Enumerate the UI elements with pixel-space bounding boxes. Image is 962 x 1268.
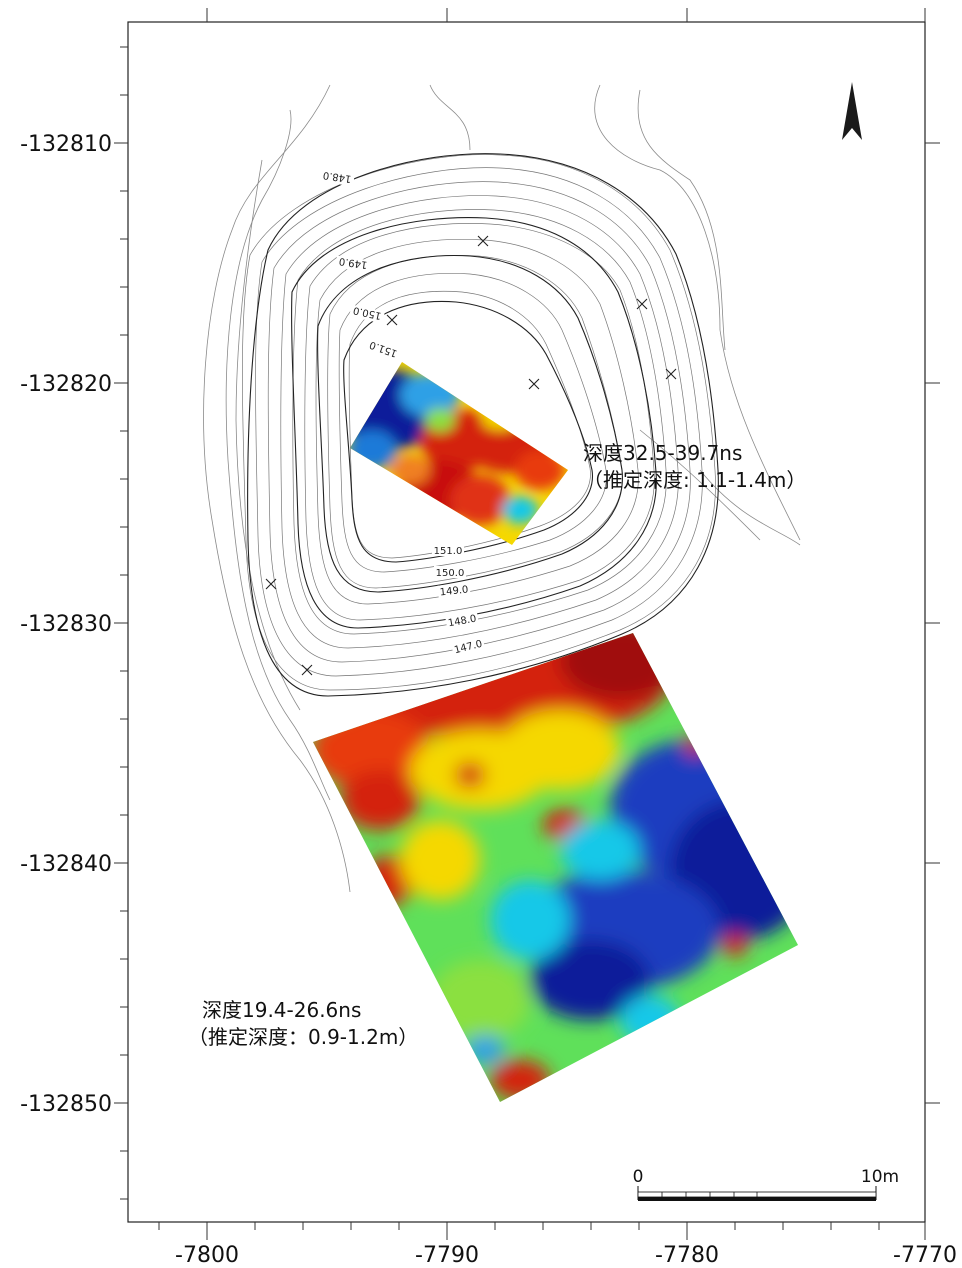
- survey-point-marker: [301, 664, 313, 676]
- contour-label: 148.0: [447, 614, 477, 630]
- survey-point-marker: [477, 235, 489, 247]
- survey-point-marker: [528, 378, 540, 390]
- contour-label: 151.0: [434, 546, 463, 557]
- map-frame: [127, 21, 926, 1223]
- contour-label: 147.0: [453, 639, 483, 657]
- survey-points: [265, 235, 677, 676]
- scale-bar-end-label: 10m: [861, 1167, 899, 1187]
- upper-slice-depth-label: 深度32.5-39.7ns: [583, 441, 742, 465]
- x-tick-label: -7800: [175, 1243, 239, 1268]
- contour-lines: [203, 84, 801, 893]
- contour-label: 149.0: [338, 255, 368, 270]
- gpr-slice-upper: [350, 362, 568, 545]
- index-contours: [247, 153, 719, 697]
- y-tick-label: -132830: [20, 612, 112, 637]
- contour-label: 150.0: [436, 568, 465, 579]
- tick-marks: [114, 8, 940, 1240]
- scale-bar: 0 10m: [633, 1167, 899, 1201]
- y-tick-label: -132820: [20, 372, 112, 397]
- scale-bar-start-label: 0: [633, 1167, 644, 1187]
- x-tick-label: -7790: [415, 1243, 479, 1268]
- contour-label: 150.0: [352, 304, 382, 321]
- y-tick-label: -132850: [20, 1092, 112, 1117]
- upper-slice-estimated-depth-label: （推定深度: 1.1-1.4m）: [583, 468, 806, 492]
- survey-point-marker: [636, 298, 648, 310]
- contour-labels: 148.0 149.0 150.0 151.0 151.0 150.0 149.…: [319, 169, 485, 656]
- lower-slice-depth-label: 深度19.4-26.6ns: [202, 998, 361, 1022]
- x-tick-label: -7770: [893, 1243, 957, 1268]
- north-arrow-icon: [842, 82, 862, 140]
- survey-point-marker: [665, 368, 677, 380]
- contour-label: 149.0: [439, 585, 469, 599]
- y-tick-label: -132840: [20, 852, 112, 877]
- x-tick-label: -7780: [655, 1243, 719, 1268]
- survey-point-marker: [265, 578, 277, 590]
- y-tick-label: -132810: [20, 132, 112, 157]
- survey-point-marker: [386, 314, 398, 326]
- lower-slice-estimated-depth-label: （推定深度：0.9-1.2m）: [188, 1025, 418, 1049]
- contour-label: 148.0: [322, 169, 352, 184]
